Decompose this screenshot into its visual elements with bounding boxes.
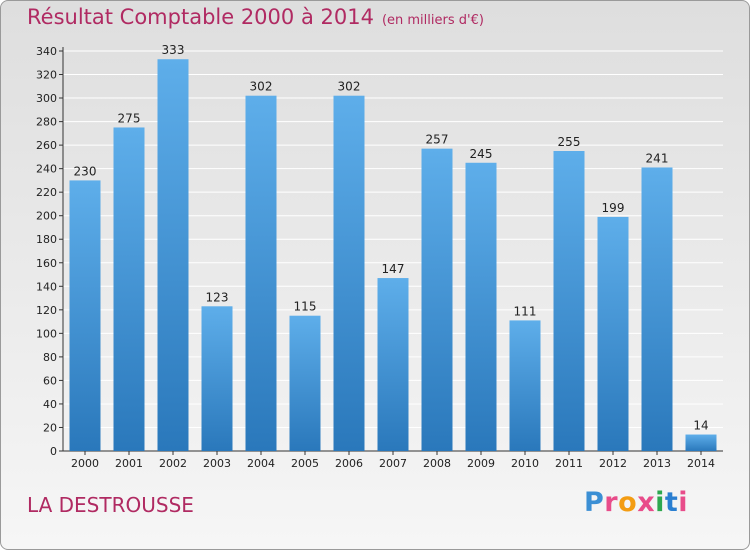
y-tick-label: 280 [36,116,57,129]
proxiti-logo: Proxiti [584,487,688,518]
y-tick-label: 340 [36,45,57,58]
logo-letter: r [604,487,619,518]
data-label: 199 [602,201,625,215]
x-tick-label: 2005 [291,457,319,470]
place-name: LA DESTROUSSE [27,493,194,517]
x-tick-label: 2013 [643,457,671,470]
data-label: 255 [558,135,581,149]
bar [641,167,673,451]
title-text: Résultat Comptable 2000 à 2014 [27,5,374,29]
logo-letter: P [584,487,605,518]
x-tick-label: 2010 [511,457,539,470]
logo-letter: o [618,487,638,518]
logo-letter: t [664,487,679,518]
chart-title: Résultat Comptable 2000 à 2014 (en millie… [27,5,484,29]
data-label: 115 [294,300,317,314]
y-tick-label: 240 [36,163,57,176]
x-tick-label: 2006 [335,457,363,470]
y-tick-label: 60 [43,374,57,387]
y-tick-label: 140 [36,280,57,293]
bar [465,162,497,451]
y-tick-label: 300 [36,92,57,105]
x-tick-label: 2009 [467,457,495,470]
data-label: 302 [338,80,361,94]
bar [377,278,409,451]
data-label: 241 [646,151,669,165]
x-tick-label: 2001 [115,457,143,470]
bar [685,434,717,451]
bar [421,148,453,451]
y-tick-label: 160 [36,257,57,270]
x-tick-label: 2002 [159,457,187,470]
bars [69,59,717,452]
data-label: 275 [118,111,141,125]
bar [509,320,541,451]
data-label: 230 [74,164,97,178]
y-tick-label: 320 [36,69,57,82]
data-label: 333 [162,43,185,57]
bar [157,59,189,452]
x-tick-label: 2014 [687,457,715,470]
bar [597,216,629,451]
logo-letter: x [637,487,656,518]
x-tick-label: 2012 [599,457,627,470]
y-tick-label: 0 [50,445,57,458]
data-label: 302 [250,80,273,94]
logo-letter: i [678,487,689,518]
data-label: 123 [206,290,229,304]
bar [289,315,321,451]
data-label: 245 [470,147,493,161]
bar [201,306,233,451]
data-label: 257 [426,133,449,147]
bar [69,180,101,452]
data-label: 14 [693,419,708,433]
y-tick-label: 20 [43,421,57,434]
x-tick-label: 2004 [247,457,275,470]
y-tick-label: 80 [43,351,57,364]
x-tick-label: 2003 [203,457,231,470]
y-tick-label: 200 [36,210,57,223]
y-tick-label: 180 [36,233,57,246]
y-tick-label: 40 [43,398,57,411]
x-tick-label: 2008 [423,457,451,470]
y-tick-label: 100 [36,327,57,340]
logo-letter: i [655,487,665,518]
bar [553,151,585,451]
bar [113,127,145,452]
x-tick-label: 2007 [379,457,407,470]
data-label: 147 [382,262,405,276]
title-unit: (en milliers d'€) [381,13,484,28]
y-tick-label: 260 [36,139,57,152]
x-tick-label: 2000 [71,457,99,470]
labels: 230 275 333 123 302 115 302 147 257 245 111 255 199 2… [74,43,709,432]
y-tick-label: 220 [36,186,57,199]
y-tick-label: 120 [36,304,57,317]
data-label: 111 [514,304,537,318]
bar [245,95,277,452]
x-tick-label: 2011 [555,457,583,470]
bar [333,95,365,452]
